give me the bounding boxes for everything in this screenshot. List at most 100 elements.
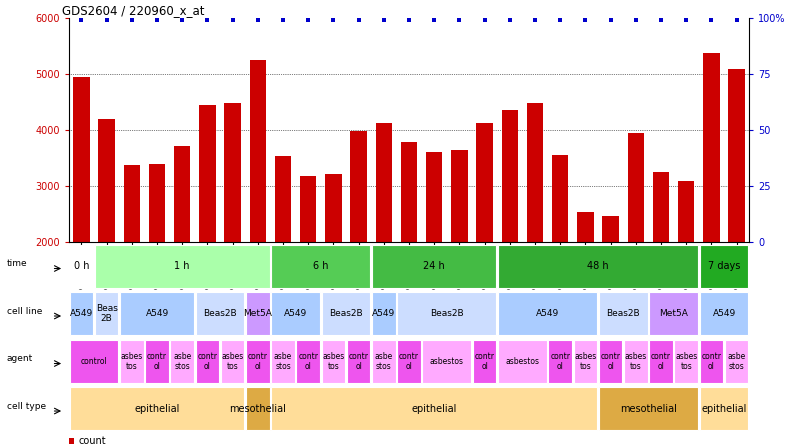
Text: A549: A549 <box>373 309 395 318</box>
Bar <box>351 131 367 354</box>
Text: asbes
tos: asbes tos <box>625 352 647 371</box>
Bar <box>476 123 492 354</box>
Bar <box>296 340 320 383</box>
Text: asbestos: asbestos <box>505 357 539 366</box>
Bar <box>501 110 518 354</box>
Text: agent: agent <box>7 354 33 363</box>
Bar <box>578 212 594 354</box>
Bar <box>372 245 497 288</box>
Bar <box>649 340 673 383</box>
Text: asbe
stos: asbe stos <box>727 352 746 371</box>
Text: asbe
stos: asbe stos <box>173 352 191 371</box>
Bar <box>700 292 748 335</box>
Text: contr
ol: contr ol <box>550 352 570 371</box>
Text: Beas2B: Beas2B <box>430 309 463 318</box>
Bar <box>322 340 345 383</box>
Bar <box>703 52 719 354</box>
Text: asbes
tos: asbes tos <box>574 352 597 371</box>
Text: 6 h: 6 h <box>313 261 329 271</box>
Bar <box>498 292 597 335</box>
Bar <box>145 340 169 383</box>
Bar <box>170 340 194 383</box>
Text: time: time <box>7 259 28 268</box>
Bar <box>397 340 421 383</box>
Text: 7 days: 7 days <box>708 261 740 271</box>
Text: Beas
2B: Beas 2B <box>96 304 117 323</box>
Bar <box>300 176 317 354</box>
Text: Met5A: Met5A <box>659 309 688 318</box>
Bar <box>70 292 93 335</box>
Text: control: control <box>81 357 108 366</box>
Text: contr
ol: contr ol <box>475 352 495 371</box>
Bar <box>120 340 143 383</box>
Bar <box>599 292 648 335</box>
Text: contr
ol: contr ol <box>601 352 620 371</box>
Bar <box>326 174 342 354</box>
Bar <box>199 105 215 354</box>
Text: Beas2B: Beas2B <box>203 309 237 318</box>
Bar <box>372 340 396 383</box>
Text: asbes
tos: asbes tos <box>675 352 697 371</box>
Bar <box>174 146 190 354</box>
Bar <box>700 245 748 288</box>
Bar <box>322 292 370 335</box>
Text: mesothelial: mesothelial <box>620 404 677 414</box>
Bar <box>628 133 644 354</box>
Bar <box>498 245 698 288</box>
Text: epithelial: epithelial <box>411 404 457 414</box>
Bar <box>397 292 497 335</box>
Bar <box>573 340 597 383</box>
Text: asbe
stos: asbe stos <box>274 352 292 371</box>
Bar <box>99 119 115 354</box>
Bar <box>249 60 266 354</box>
Bar <box>275 156 292 354</box>
Text: asbe
stos: asbe stos <box>375 352 393 371</box>
Text: contr
ol: contr ol <box>298 352 318 371</box>
Bar <box>548 340 572 383</box>
Text: asbes
tos: asbes tos <box>322 352 344 371</box>
Bar <box>526 103 544 354</box>
Bar <box>624 340 648 383</box>
Text: 1 h: 1 h <box>174 261 190 271</box>
Bar <box>603 216 619 354</box>
Bar <box>271 245 370 288</box>
Bar <box>73 77 90 354</box>
Text: asbes
tos: asbes tos <box>221 352 244 371</box>
Bar <box>422 340 471 383</box>
Bar <box>95 245 270 288</box>
Bar <box>473 340 497 383</box>
Bar <box>195 340 220 383</box>
Bar <box>246 387 270 430</box>
Text: contr
ol: contr ol <box>147 352 167 371</box>
Text: A549: A549 <box>146 309 168 318</box>
Bar <box>728 69 745 354</box>
Bar <box>401 142 417 354</box>
Bar <box>246 340 270 383</box>
Bar <box>675 340 698 383</box>
Bar <box>124 165 140 354</box>
Bar <box>649 292 698 335</box>
Text: cell line: cell line <box>7 307 42 316</box>
Text: contr
ol: contr ol <box>399 352 419 371</box>
Bar <box>426 152 442 354</box>
Bar <box>221 340 245 383</box>
Bar <box>347 340 370 383</box>
Bar <box>149 163 165 354</box>
Bar <box>224 103 241 354</box>
Text: A549: A549 <box>536 309 559 318</box>
Bar <box>195 292 245 335</box>
Bar <box>246 292 270 335</box>
Text: 48 h: 48 h <box>587 261 609 271</box>
Text: Met5A: Met5A <box>244 309 272 318</box>
Bar <box>653 172 669 354</box>
Text: GDS2604 / 220960_x_at: GDS2604 / 220960_x_at <box>62 4 205 16</box>
Text: count: count <box>79 436 107 444</box>
Text: Beas2B: Beas2B <box>607 309 640 318</box>
Bar <box>95 292 118 335</box>
Bar <box>376 123 392 354</box>
Text: contr
ol: contr ol <box>651 352 671 371</box>
Bar <box>372 292 396 335</box>
Bar <box>599 387 698 430</box>
Bar <box>599 340 623 383</box>
Bar <box>70 387 245 430</box>
